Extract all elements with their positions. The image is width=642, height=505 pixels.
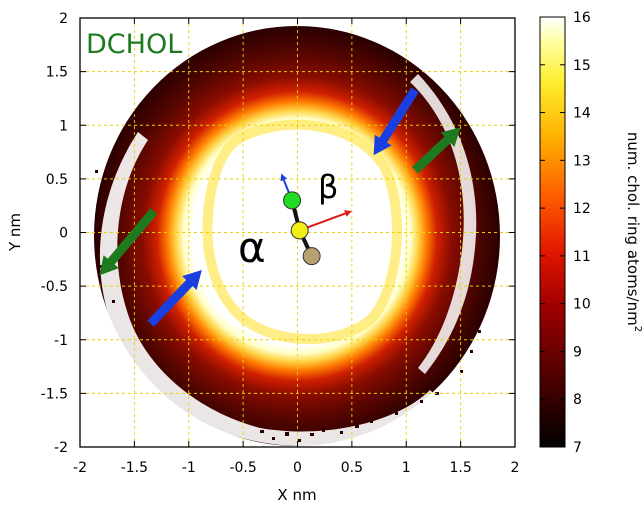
colorbar-tick-label: 12 [573,201,591,217]
y-tick-label: 2 [59,11,68,27]
arrows-layer [99,87,461,327]
colorbar-tick-label: 15 [573,58,591,74]
colorbar-label-text: num. chol. ring atoms/nm [624,132,642,326]
colorbar-ticks: 16 15 14 13 12 11 10 9 8 7 [540,10,591,456]
x-tick-label: -0.5 [229,460,256,476]
direction-arrow [411,127,461,174]
y-axis-label: Y nm [6,213,24,252]
direction-arrow [99,208,158,276]
x-tick-label: 2 [511,460,520,476]
direction-arrow [147,270,202,327]
y-tick-label: -0.5 [41,279,68,295]
y-tick-label: 1.5 [46,65,68,81]
y-tick-label: -1.5 [41,386,68,402]
y-tick-label: -1 [54,333,68,349]
beta-label: β [318,168,338,206]
x-axis-label: X nm [277,486,316,504]
orientation-vector-head [280,173,288,182]
colorbar-label-superscript: 2 [632,326,642,332]
x-tick-label: 0 [293,460,302,476]
y-tick-label: 1 [59,118,68,134]
x-tick-label: -1 [182,460,196,476]
y-tick-label: 0.5 [46,172,68,188]
colorbar-tick-label: 9 [573,344,582,360]
orientation-vector-head [344,210,352,217]
chart-title: DCHOL [86,29,182,60]
colorbar-tick-label: 11 [573,249,591,265]
colorbar-label: num. chol. ring atoms/nm2 [624,132,642,332]
colorbar-tick-label: 16 [573,10,591,26]
molecule-layer [280,173,352,266]
colorbar-tick-label: 13 [573,153,591,169]
gap-band-right [410,74,477,374]
y-tick-label: 0 [59,226,68,242]
x-tick-label: 1.5 [449,460,471,476]
x-axis-ticks: -2 -1.5 -1 -0.5 0 0.5 1 1.5 2 [73,18,519,476]
colorbar-tick-label: 14 [573,106,591,122]
molecule-bead [290,221,309,240]
colorbar-tick-label: 10 [573,297,591,313]
colorbar [539,16,566,448]
y-tick-label: -2 [54,440,68,456]
colorbar-tick-label: 7 [573,440,582,456]
x-tick-label: 1 [402,460,411,476]
x-tick-label: -2 [73,460,87,476]
molecule-bead [302,247,321,266]
direction-arrow [373,87,419,156]
y-axis-ticks: 2 1.5 1 0.5 0 -0.5 -1 -1.5 -2 [41,11,515,456]
alpha-label: α [238,223,266,272]
x-tick-label: 0.5 [341,460,363,476]
bright-rim [202,119,402,345]
molecule-bead [283,191,302,210]
x-tick-label: -1.5 [121,460,148,476]
colorbar-tick-label: 8 [573,392,582,408]
